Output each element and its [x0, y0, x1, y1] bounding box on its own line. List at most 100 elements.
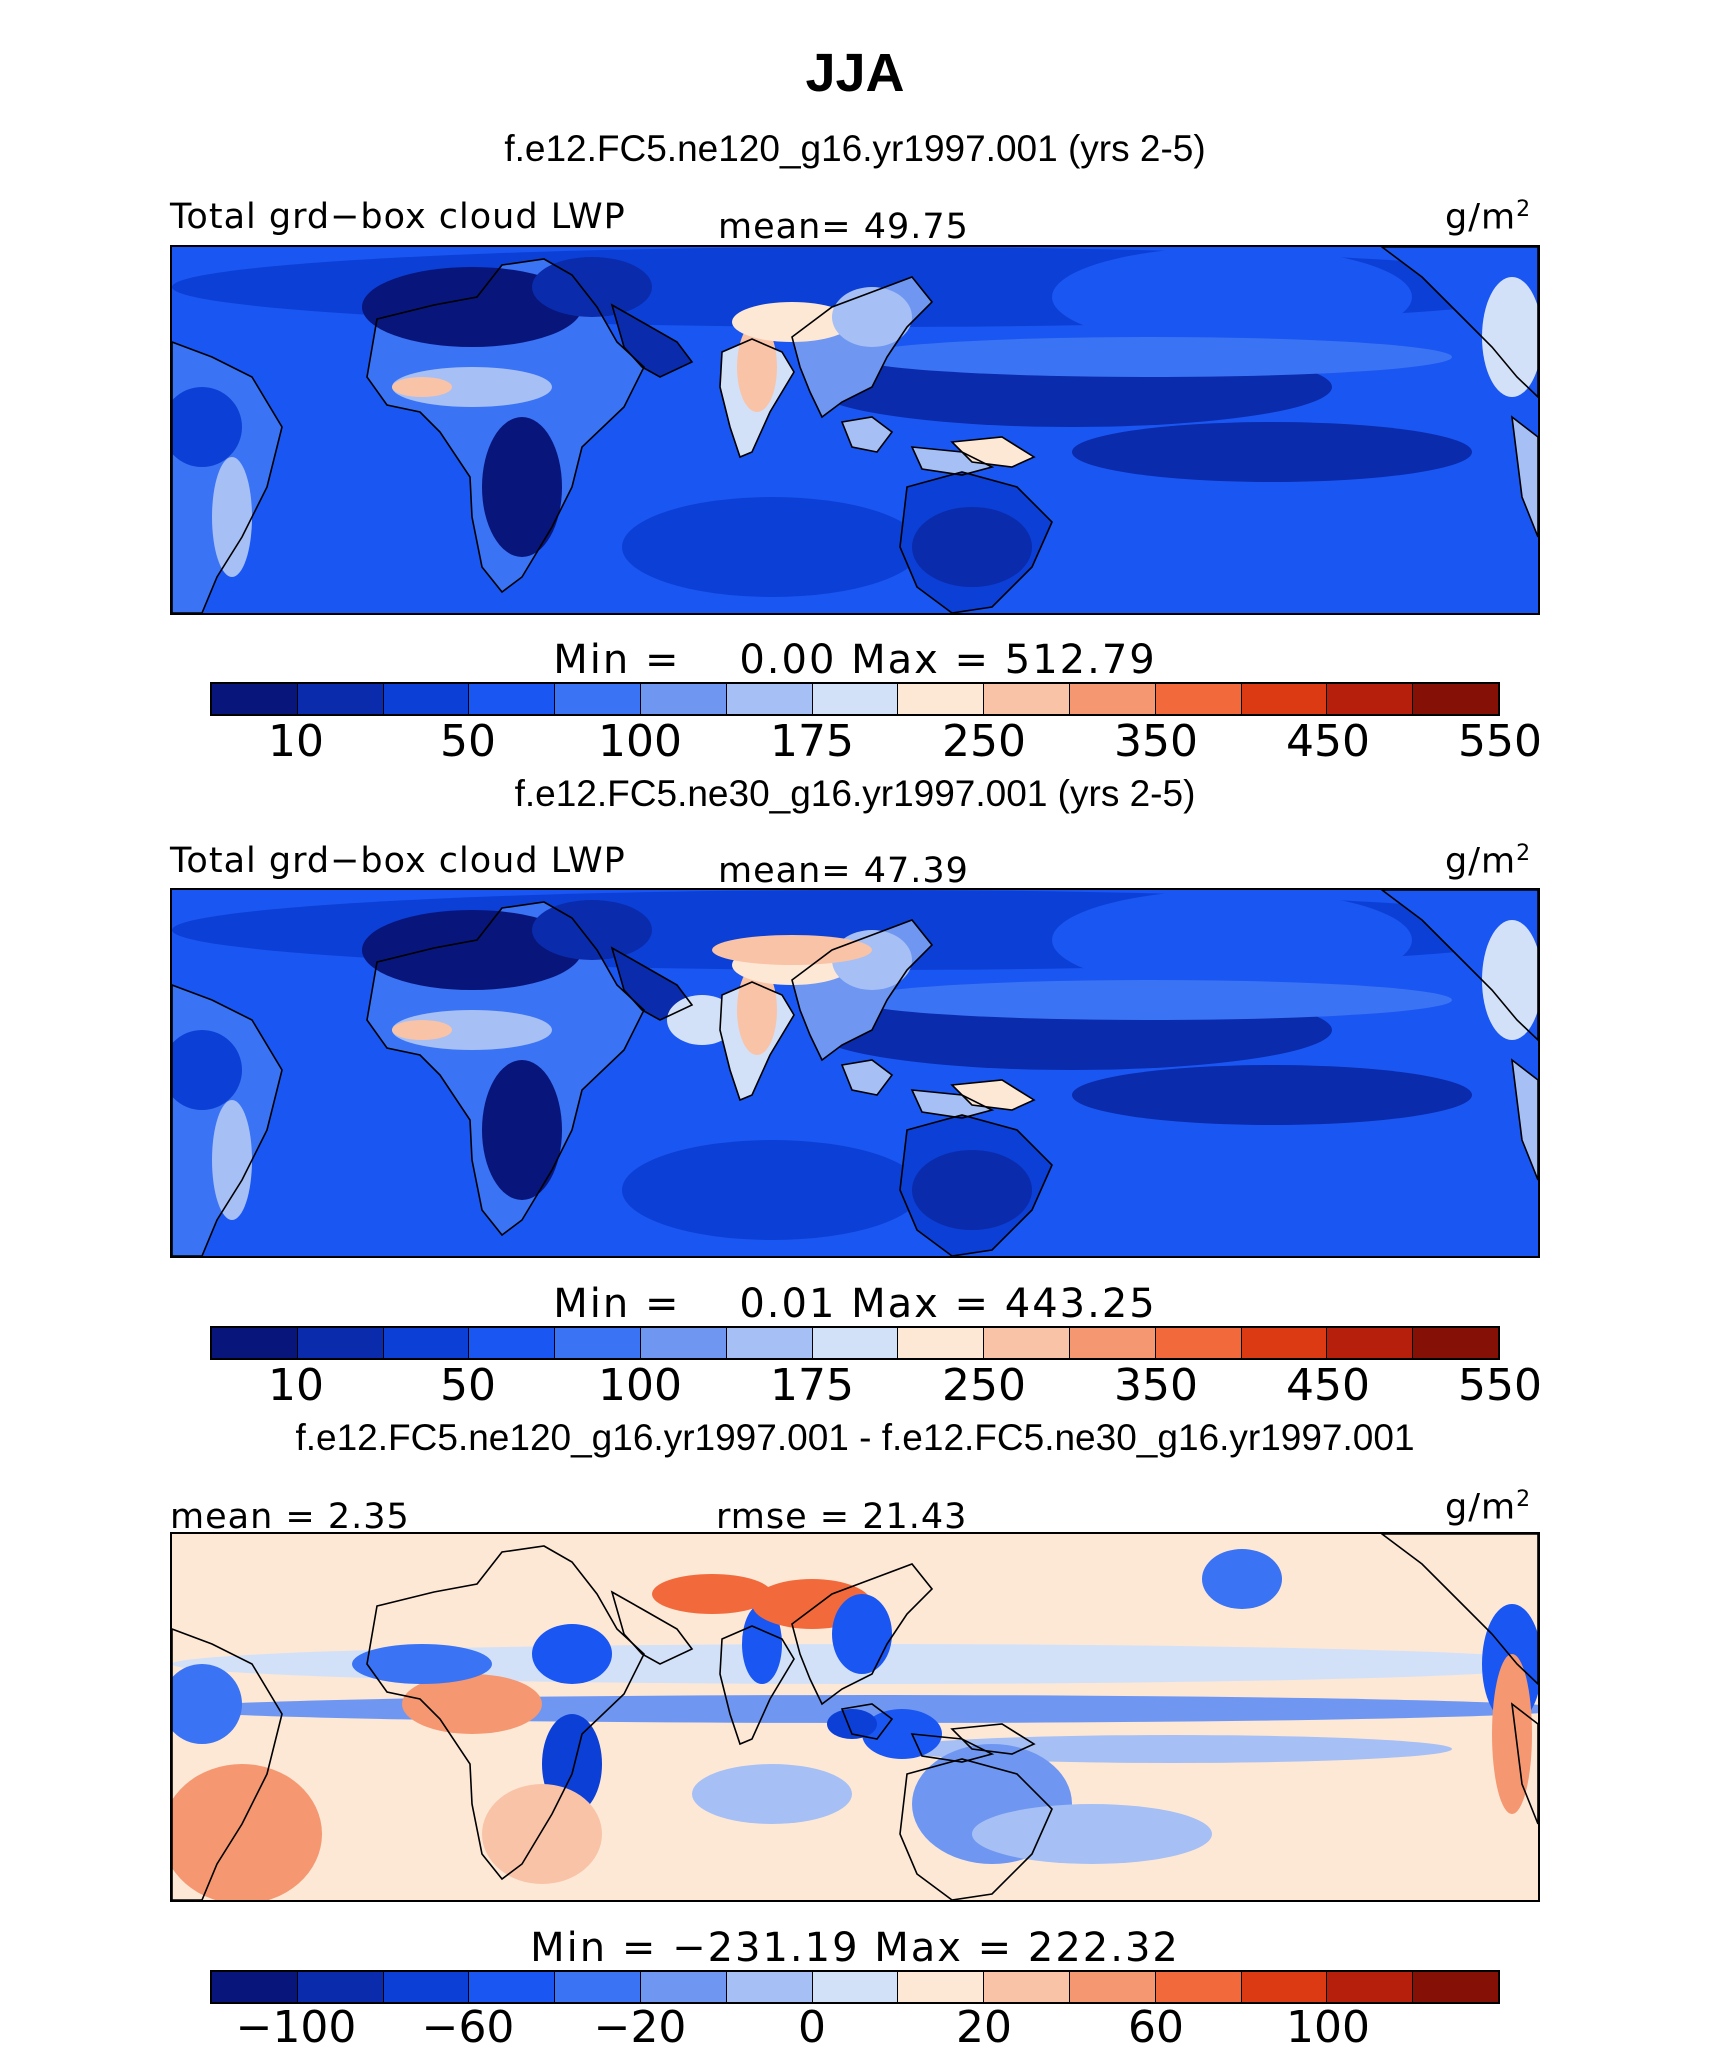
colorbar-tick-label: 60: [1128, 2002, 1184, 2053]
colorbar-swatch: [1413, 684, 1498, 714]
colorbar-swatch: [1155, 684, 1242, 714]
colorbar-tick-label: 350: [1114, 716, 1198, 767]
colorbar-swatch: [726, 1328, 813, 1358]
panel1-field: [172, 247, 1538, 613]
colorbar-swatch: [1155, 1328, 1242, 1358]
colorbar-tick-label: −20: [593, 2002, 687, 2053]
colorbar-tick-label: 100: [598, 716, 682, 767]
panel1-case-title: f.e12.FC5.ne120_g16.yr1997.001 (yrs 2-5): [504, 128, 1206, 169]
colorbar-swatch: [898, 1328, 985, 1358]
colorbar-swatch: [984, 684, 1070, 714]
colorbar-swatch: [812, 684, 899, 714]
panel3-units-label: g/m2: [1445, 1487, 1532, 1528]
colorbar-swatch: [469, 1328, 556, 1358]
panel2-case-title: f.e12.FC5.ne30_g16.yr1997.001 (yrs 2-5): [514, 773, 1196, 814]
panel2-colorbar-ticks: 10 50 100 175 250 350 450 550: [0, 1360, 1710, 1411]
colorbar-swatch: [383, 1972, 470, 2002]
panel2-variable-label: Total grd−box cloud LWP: [170, 841, 626, 881]
colorbar-swatch: [812, 1328, 899, 1358]
colorbar-swatch: [469, 1972, 556, 2002]
colorbar-swatch: [1413, 1328, 1498, 1358]
colorbar-tick-label: 450: [1286, 1360, 1370, 1411]
colorbar-swatch: [640, 684, 727, 714]
colorbar-tick-label: 0: [798, 2002, 826, 2053]
colorbar-swatch: [1327, 1972, 1414, 2002]
colorbar-tick-label: 450: [1286, 716, 1370, 767]
colorbar-swatch: [555, 1972, 641, 2002]
colorbar-swatch: [1327, 684, 1414, 714]
panel3-mean-label: mean = 2.35: [170, 1497, 410, 1537]
colorbar-tick-label: 10: [268, 716, 324, 767]
panel2-map-canvas: [172, 890, 1538, 1256]
colorbar-swatch: [212, 1972, 298, 2002]
colorbar-swatch: [898, 1972, 985, 2002]
colorbar-tick-label: 10: [268, 1360, 324, 1411]
colorbar-swatch: [1069, 1972, 1156, 2002]
figure-title: JJA: [805, 43, 905, 103]
colorbar-swatch: [212, 1328, 298, 1358]
colorbar-swatch: [1069, 1328, 1156, 1358]
colorbar-swatch: [726, 1972, 813, 2002]
panel3-map: [170, 1532, 1540, 1902]
panel2-field: [172, 890, 1538, 1256]
panel2-map: [170, 888, 1540, 1258]
colorbar-swatch: [1241, 684, 1328, 714]
colorbar-swatch: [383, 1328, 470, 1358]
panel3-coastlines: [172, 1534, 1538, 1900]
panel3-rmse-label: rmse = 21.43: [716, 1497, 968, 1537]
colorbar-tick-label: −60: [421, 2002, 515, 2053]
colorbar-swatch: [640, 1328, 727, 1358]
colorbar-tick-label: 50: [440, 716, 496, 767]
colorbar-swatch: [297, 1328, 384, 1358]
colorbar-swatch: [1069, 684, 1156, 714]
panel1-units-label: g/m2: [1445, 197, 1532, 238]
colorbar-swatch: [812, 1972, 899, 2002]
colorbar-tick-label: 175: [770, 716, 854, 767]
colorbar-swatch: [297, 684, 384, 714]
panel1-map: [170, 245, 1540, 615]
colorbar-swatch: [898, 684, 985, 714]
colorbar-tick-label: 250: [942, 716, 1026, 767]
colorbar-tick-label: 350: [1114, 1360, 1198, 1411]
colorbar-tick-label: 100: [598, 1360, 682, 1411]
colorbar-swatch: [297, 1972, 384, 2002]
colorbar-swatch: [1327, 1328, 1414, 1358]
colorbar-swatch: [726, 684, 813, 714]
panel2-min-max: Min = 0.01 Max = 443.25: [553, 1281, 1157, 1327]
colorbar-swatch: [555, 684, 641, 714]
panel1-coastlines: [172, 247, 1538, 613]
colorbar-swatch: [984, 1328, 1070, 1358]
panel2-colorbar: [210, 1326, 1500, 1360]
colorbar-tick-label: 550: [1458, 716, 1542, 767]
colorbar-swatch: [212, 684, 298, 714]
panel1-variable-label: Total grd−box cloud LWP: [170, 197, 626, 237]
colorbar-swatch: [383, 684, 470, 714]
colorbar-swatch: [1155, 1972, 1242, 2002]
colorbar-swatch: [469, 684, 556, 714]
panel1-min-max: Min = 0.00 Max = 512.79: [553, 637, 1157, 683]
colorbar-swatch: [640, 1972, 727, 2002]
panel2-units-label: g/m2: [1445, 841, 1532, 882]
colorbar-swatch: [984, 1972, 1070, 2002]
panel2-coastlines: [172, 890, 1538, 1256]
colorbar-swatch: [555, 1328, 641, 1358]
colorbar-tick-label: −100: [235, 2002, 357, 2053]
colorbar-tick-label: 550: [1458, 1360, 1542, 1411]
colorbar-tick-label: 250: [942, 1360, 1026, 1411]
panel3-colorbar: [210, 1970, 1500, 2004]
colorbar-swatch: [1241, 1972, 1328, 2002]
panel3-min-max: Min = −231.19 Max = 222.32: [530, 1925, 1180, 1971]
colorbar-tick-label: 100: [1286, 2002, 1370, 2053]
panel3-map-canvas: [172, 1534, 1538, 1900]
panel1-colorbar-ticks: 10 50 100 175 250 350 450 550: [0, 716, 1710, 767]
panel2-mean-label: mean= 47.39: [718, 851, 969, 891]
panel1-map-canvas: [172, 247, 1538, 613]
colorbar-tick-label: 175: [770, 1360, 854, 1411]
panel3-colorbar-ticks: −100 −60 −20 0 20 60 100: [0, 2002, 1710, 2053]
panel3-field: [172, 1549, 1538, 1900]
panel3-case-title: f.e12.FC5.ne120_g16.yr1997.001 - f.e12.F…: [295, 1417, 1415, 1458]
colorbar-tick-label: 20: [956, 2002, 1012, 2053]
colorbar-tick-label: 50: [440, 1360, 496, 1411]
panel1-colorbar: [210, 682, 1500, 716]
colorbar-swatch: [1241, 1328, 1328, 1358]
